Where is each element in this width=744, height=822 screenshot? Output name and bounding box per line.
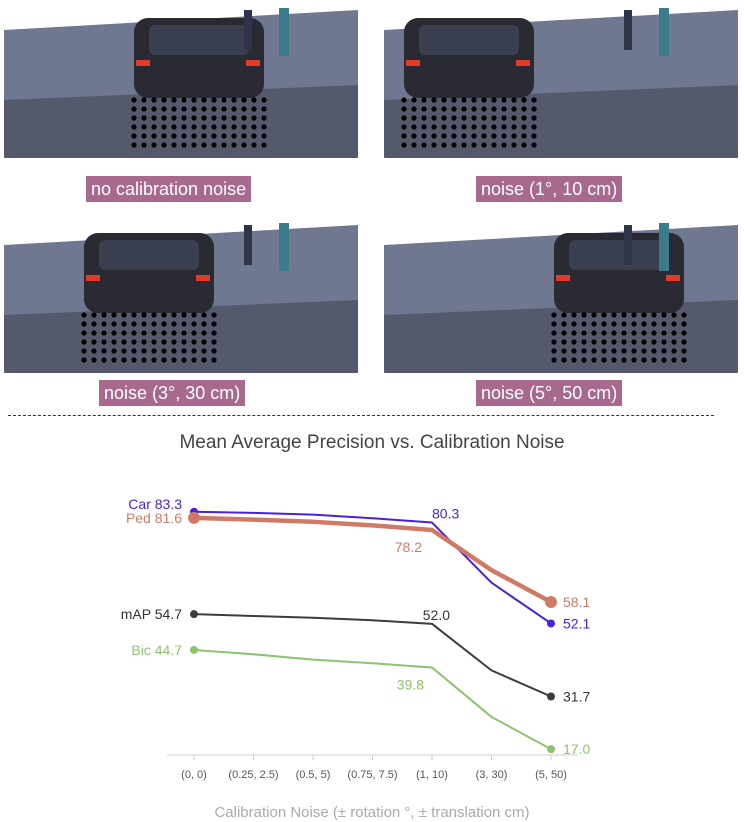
series-group: Car 83.3 80.3 52.1 Ped 81.6 78.2 58.1 mAP 54.7… — [121, 496, 591, 757]
x-tick-label: (0, 0) — [181, 769, 207, 781]
x-tick-label: (0.75, 7.5) — [347, 769, 397, 781]
x-axis-label: Calibration Noise (± rotation °, ± trans… — [214, 804, 529, 821]
x-tick-label: (5, 50) — [535, 769, 567, 781]
caption-no-noise: no calibration noise — [86, 176, 252, 202]
data-label-car: 52.1 — [563, 615, 590, 631]
data-point — [547, 619, 555, 628]
caption-noise-3: noise (3°, 30 cm) — [99, 380, 246, 406]
data-point — [190, 645, 198, 654]
data-label-map: 31.7 — [563, 689, 590, 705]
data-label-map: 52.0 — [423, 607, 450, 623]
series-line — [193, 515, 553, 604]
data-point — [190, 610, 198, 619]
series-map — [190, 610, 555, 701]
point-cloud-panel-noise-1 — [384, 0, 738, 158]
series-line — [193, 613, 552, 698]
data-label-ped: Ped 81.6 — [126, 510, 182, 526]
caption-noise-5: noise (5°, 50 cm) — [476, 380, 623, 406]
x-tick-label: (1, 10) — [416, 769, 448, 781]
point-cloud-panel-no-noise — [4, 0, 358, 158]
data-label-ped: 78.2 — [395, 539, 422, 555]
x-tick-group: (0, 0) (0.25, 2.5) (0.5, 5) (0.75, 7.5) (1, … — [181, 755, 567, 781]
data-label-bic: Bic 44.7 — [131, 642, 182, 658]
chart-title: Mean Average Precision vs. Calibration N… — [179, 432, 564, 453]
data-point — [545, 596, 557, 609]
data-label-ped: 58.1 — [563, 594, 590, 610]
series-ped — [188, 511, 557, 609]
data-label-car: 80.3 — [432, 506, 459, 522]
point-cloud-panel-noise-5 — [384, 215, 738, 373]
series-line — [193, 648, 552, 751]
data-point — [188, 511, 200, 524]
data-label-car: Car 83.3 — [128, 496, 182, 512]
x-tick-label: (0.25, 2.5) — [228, 769, 278, 781]
data-label-map: mAP 54.7 — [121, 606, 182, 622]
data-label-bic: 39.8 — [397, 677, 424, 693]
series-bic — [190, 645, 555, 754]
dashed-divider — [8, 415, 714, 416]
data-point — [547, 692, 555, 701]
series-line — [193, 510, 552, 625]
point-cloud-panel-noise-3 — [4, 215, 358, 373]
x-tick-label: (3, 30) — [476, 769, 508, 781]
data-point — [547, 745, 555, 754]
data-label-bic: 17.0 — [563, 741, 590, 757]
caption-noise-1: noise (1°, 10 cm) — [476, 176, 623, 202]
x-tick-label: (0.5, 5) — [296, 769, 331, 781]
line-chart: Mean Average Precision vs. Calibration N… — [121, 432, 591, 821]
